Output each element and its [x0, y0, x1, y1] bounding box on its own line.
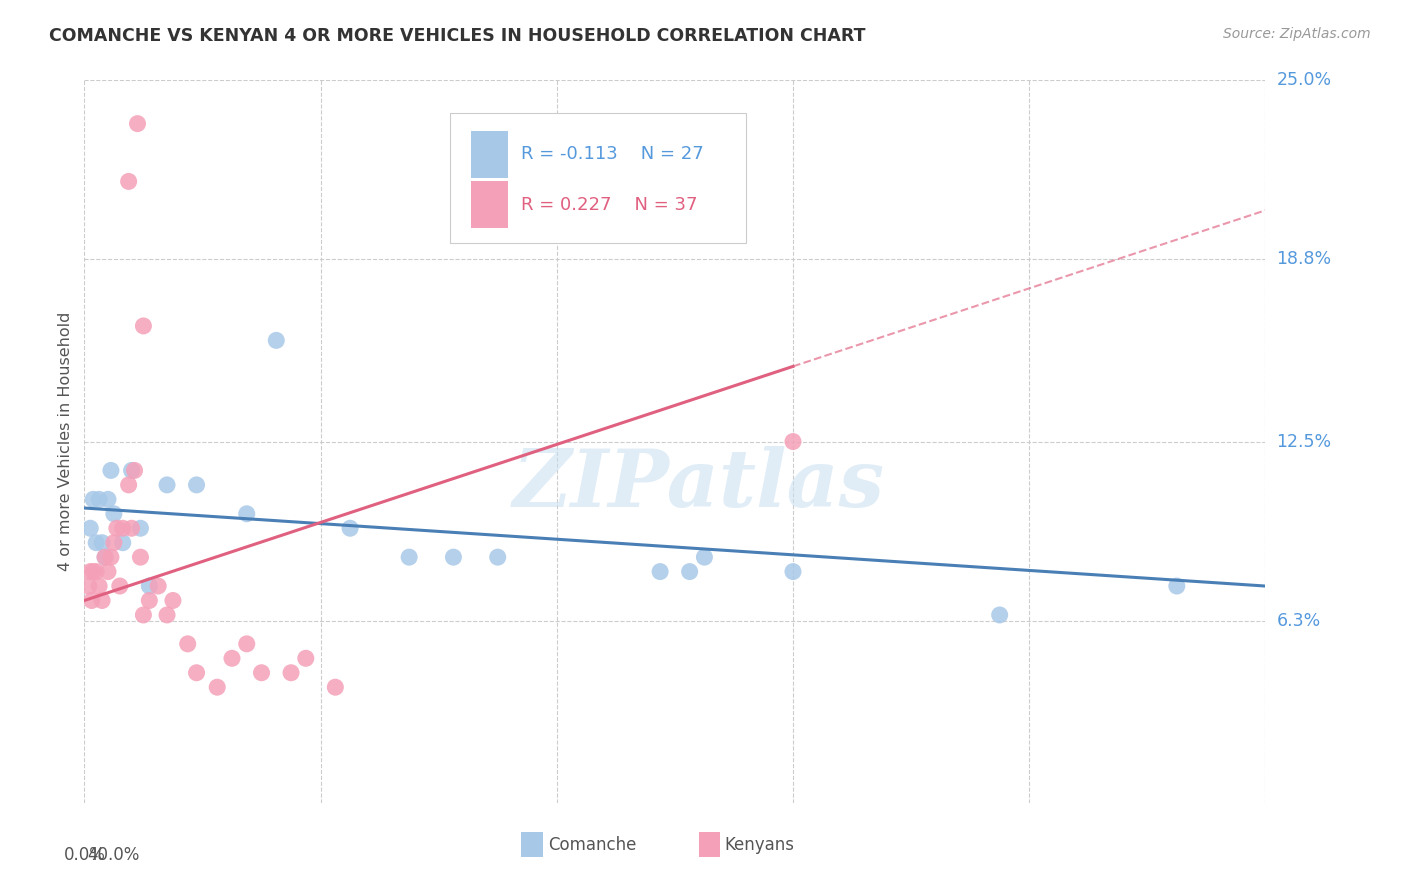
- Y-axis label: 4 or more Vehicles in Household: 4 or more Vehicles in Household: [58, 312, 73, 571]
- FancyBboxPatch shape: [471, 131, 509, 178]
- Point: [129, 550, 152, 565]
- Point: [80, 593, 103, 607]
- Point: [103, 535, 125, 549]
- Point: [100, 463, 122, 477]
- Point: [111, 535, 134, 549]
- Point: [782, 565, 804, 579]
- Text: R = 0.227    N = 37: R = 0.227 N = 37: [522, 195, 697, 213]
- Point: [162, 593, 184, 607]
- Point: [1166, 579, 1188, 593]
- Point: [398, 550, 420, 565]
- Point: [650, 565, 672, 579]
- Point: [82, 565, 104, 579]
- Point: [111, 521, 134, 535]
- Point: [266, 334, 288, 348]
- Text: 12.5%: 12.5%: [1277, 433, 1331, 450]
- Point: [177, 637, 200, 651]
- Text: COMANCHE VS KENYAN 4 OR MORE VEHICLES IN HOUSEHOLD CORRELATION CHART: COMANCHE VS KENYAN 4 OR MORE VEHICLES IN…: [49, 27, 866, 45]
- Text: Source: ZipAtlas.com: Source: ZipAtlas.com: [1223, 27, 1371, 41]
- FancyBboxPatch shape: [471, 181, 509, 228]
- Point: [77, 579, 100, 593]
- Point: [94, 550, 117, 565]
- Point: [103, 507, 125, 521]
- Text: R = -0.113    N = 27: R = -0.113 N = 27: [522, 145, 704, 163]
- Point: [236, 637, 259, 651]
- Point: [988, 607, 1011, 622]
- Point: [105, 521, 128, 535]
- Point: [325, 680, 347, 694]
- Point: [295, 651, 318, 665]
- Text: 6.3%: 6.3%: [1277, 612, 1320, 630]
- Point: [138, 593, 160, 607]
- Point: [108, 579, 131, 593]
- Point: [91, 593, 114, 607]
- Point: [84, 565, 107, 579]
- Point: [221, 651, 243, 665]
- FancyBboxPatch shape: [522, 831, 543, 857]
- Point: [91, 535, 114, 549]
- Point: [121, 521, 143, 535]
- Point: [118, 478, 141, 492]
- Point: [236, 507, 259, 521]
- Point: [148, 579, 170, 593]
- Point: [100, 550, 122, 565]
- Point: [186, 665, 208, 680]
- Point: [693, 550, 716, 565]
- Point: [97, 565, 120, 579]
- Point: [132, 607, 155, 622]
- Point: [138, 579, 160, 593]
- Point: [339, 521, 361, 535]
- Point: [97, 492, 120, 507]
- Point: [124, 463, 146, 477]
- Point: [782, 434, 804, 449]
- FancyBboxPatch shape: [450, 112, 745, 243]
- Point: [250, 665, 273, 680]
- Point: [280, 665, 302, 680]
- Point: [443, 550, 465, 565]
- Text: 40.0%: 40.0%: [87, 847, 141, 864]
- Point: [129, 521, 152, 535]
- Point: [82, 492, 104, 507]
- Point: [87, 492, 111, 507]
- Text: 0.0%: 0.0%: [63, 847, 105, 864]
- Point: [87, 579, 111, 593]
- Text: 25.0%: 25.0%: [1277, 71, 1331, 89]
- Point: [118, 174, 141, 188]
- FancyBboxPatch shape: [699, 831, 720, 857]
- Text: Comanche: Comanche: [548, 836, 637, 854]
- Point: [79, 521, 101, 535]
- Point: [79, 565, 101, 579]
- Point: [679, 565, 702, 579]
- Text: Kenyans: Kenyans: [724, 836, 794, 854]
- Point: [94, 550, 117, 565]
- Point: [486, 550, 509, 565]
- Text: ZIPatlas: ZIPatlas: [512, 446, 884, 524]
- Point: [156, 478, 179, 492]
- Point: [132, 318, 155, 333]
- Point: [207, 680, 229, 694]
- Point: [84, 535, 107, 549]
- Text: 18.8%: 18.8%: [1277, 251, 1331, 268]
- Point: [121, 463, 143, 477]
- Point: [186, 478, 208, 492]
- Point: [127, 117, 149, 131]
- Point: [156, 607, 179, 622]
